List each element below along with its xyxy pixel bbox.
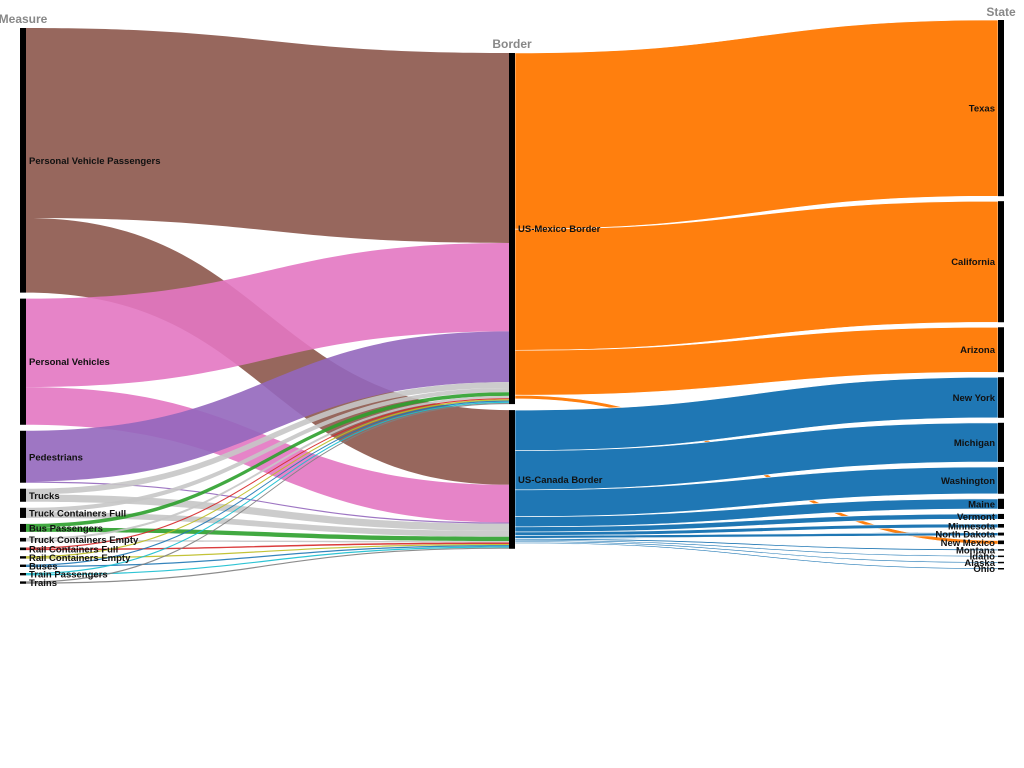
link-trucks-to-us-mexico-border [26, 382, 509, 495]
label-us-mexico-border: US-Mexico Border [518, 224, 601, 235]
node-north-dakota[interactable] [998, 532, 1004, 536]
nodes [20, 20, 1004, 584]
link-personal-vehicle-passengers-to-us-mexico-border [26, 28, 509, 243]
label-trains: Trains [29, 578, 57, 589]
link-trucks-to-us-canada-border [26, 494, 509, 531]
node-buses[interactable] [20, 564, 26, 567]
node-michigan[interactable] [998, 422, 1004, 462]
node-idaho[interactable] [998, 555, 1004, 558]
label-texas: Texas [969, 104, 995, 115]
link-trains-to-us-canada-border [26, 547, 509, 584]
label-trucks: Trucks [29, 491, 60, 502]
link-us-canada-border-to-michigan [514, 422, 999, 491]
measure-border-links [26, 28, 509, 584]
link-rail-containers-empty-to-us-canada-border [26, 543, 509, 559]
label-truck-containers-full: Truck Containers Full [29, 508, 126, 519]
link-buses-to-us-mexico-border [26, 400, 509, 566]
link-pedestrians-to-us-mexico-border [26, 331, 509, 482]
label-new-york: New York [953, 393, 996, 404]
link-personal-vehicles-to-us-mexico-border [26, 242, 509, 388]
node-alaska[interactable] [998, 561, 1004, 564]
label-idaho: Idaho [970, 552, 996, 563]
label-personal-vehicles: Personal Vehicles [29, 357, 110, 368]
link-bus-passengers-to-us-mexico-border [26, 392, 509, 528]
link-truck-containers-full-to-us-mexico-border [26, 387, 509, 513]
node-personal-vehicles[interactable] [20, 298, 26, 425]
node-maine[interactable] [998, 498, 1004, 509]
link-train-passengers-to-us-mexico-border [26, 401, 509, 575]
node-us-mexico-border[interactable] [509, 53, 515, 405]
border-state-links [514, 19, 999, 570]
label-rail-containers-full: Rail Containers Full [29, 544, 118, 555]
label-montana: Montana [956, 545, 996, 556]
node-bus-passengers[interactable] [20, 523, 26, 532]
label-buses: Buses [29, 561, 58, 572]
axis-title-measure: Measure [0, 12, 48, 26]
node-california[interactable] [998, 201, 1004, 323]
node-washington[interactable] [998, 466, 1004, 494]
label-new-mexico: New Mexico [941, 538, 996, 549]
link-train-passengers-to-us-canada-border [26, 546, 509, 576]
label-minnesota: Minnesota [948, 521, 996, 532]
node-new-mexico[interactable] [998, 540, 1004, 545]
label-maine: Maine [968, 499, 995, 510]
label-personal-vehicle-passengers: Personal Vehicle Passengers [29, 156, 161, 167]
node-texas[interactable] [998, 20, 1004, 197]
node-ohio[interactable] [998, 568, 1004, 570]
link-trains-to-us-mexico-border [26, 402, 509, 583]
label-bus-passengers: Bus Passengers [29, 523, 103, 534]
label-truck-containers-empty: Truck Containers Empty [29, 535, 139, 546]
node-labels: Personal Vehicle Passengers Personal Vehi… [29, 104, 996, 589]
link-us-mexico-border-to-texas [514, 19, 999, 230]
label-michigan: Michigan [954, 438, 995, 449]
label-pedestrians: Pedestrians [29, 452, 83, 463]
link-pedestrians-to-us-canada-border [26, 481, 509, 524]
node-minnesota[interactable] [998, 524, 1004, 528]
node-train-passengers[interactable] [20, 572, 26, 576]
node-rail-containers-full[interactable] [20, 547, 26, 551]
node-vermont[interactable] [998, 513, 1004, 519]
node-personal-vehicle-passengers[interactable] [20, 28, 26, 293]
label-alaska: Alaska [964, 558, 995, 569]
node-new-york[interactable] [998, 377, 1004, 418]
node-truck-containers-empty[interactable] [20, 537, 26, 542]
link-buses-to-us-canada-border [26, 545, 509, 567]
label-vermont: Vermont [957, 512, 996, 523]
label-train-passengers: Train Passengers [29, 570, 108, 581]
label-us-canada-border: US-Canada Border [518, 475, 603, 486]
label-washington: Washington [941, 476, 995, 487]
node-us-canada-border[interactable] [509, 410, 515, 549]
axis-title-border: Border [492, 37, 532, 51]
label-north-dakota: North Dakota [935, 530, 995, 541]
label-ohio: Ohio [973, 564, 995, 575]
node-rail-containers-empty[interactable] [20, 556, 26, 559]
node-arizona[interactable] [998, 327, 1004, 373]
link-bus-passengers-to-us-canada-border [26, 527, 509, 542]
label-arizona: Arizona [960, 345, 996, 356]
label-rail-containers-empty: Rail Containers Empty [29, 553, 131, 564]
node-trucks[interactable] [20, 488, 26, 502]
node-montana[interactable] [998, 549, 1004, 551]
link-rail-containers-full-to-us-mexico-border [26, 398, 509, 549]
link-rail-containers-empty-to-us-mexico-border [26, 399, 509, 558]
label-california: California [951, 257, 996, 268]
link-truck-containers-full-to-us-canada-border [26, 512, 509, 537]
axis-title-state: State [986, 5, 1016, 19]
node-truck-containers-full[interactable] [20, 507, 26, 518]
link-truck-containers-empty-to-us-mexico-border [26, 395, 509, 541]
node-pedestrians[interactable] [20, 430, 26, 483]
node-trains[interactable] [20, 581, 26, 584]
